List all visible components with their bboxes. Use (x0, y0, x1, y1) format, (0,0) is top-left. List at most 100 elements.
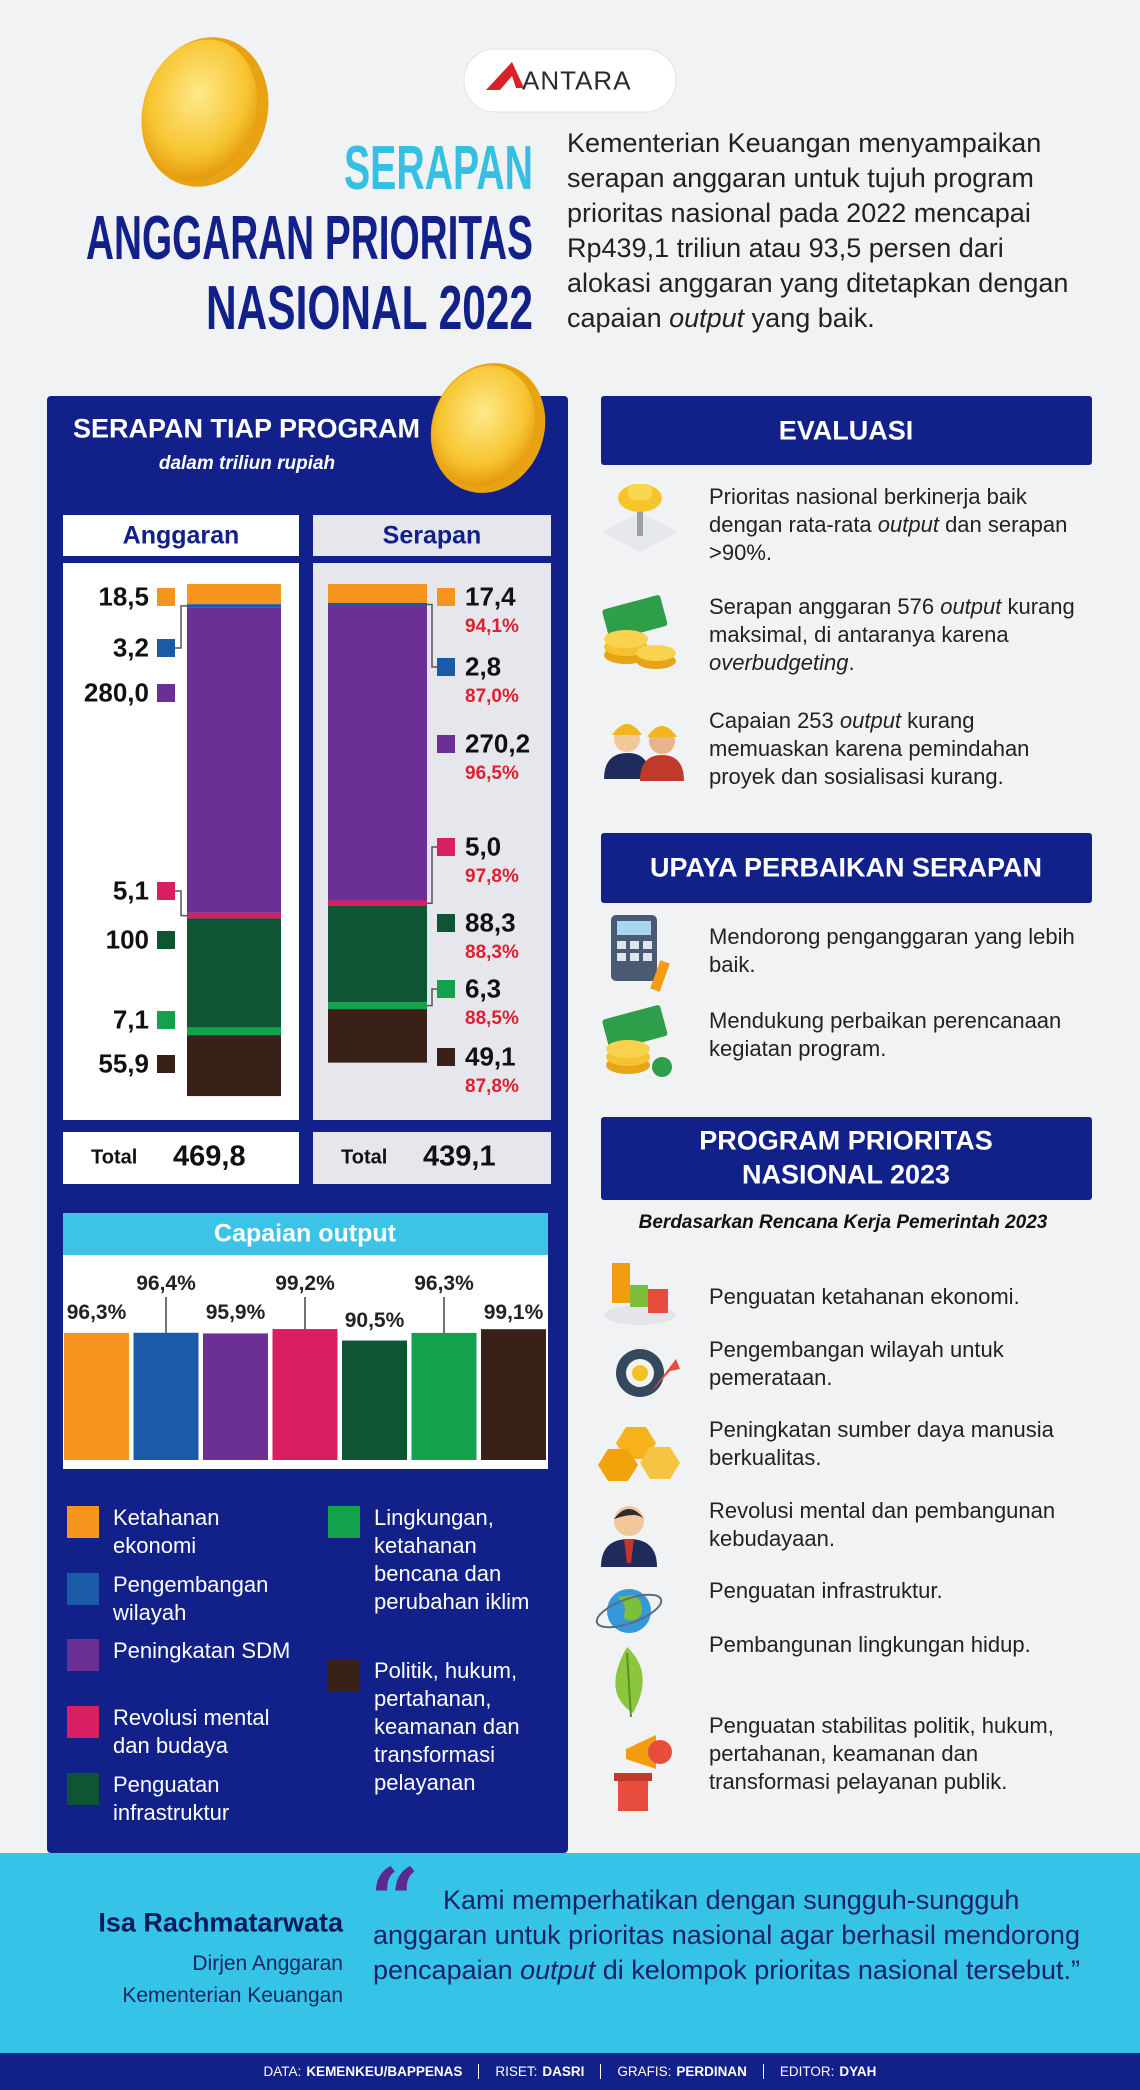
leaf-icon-part (626, 1652, 632, 1718)
legend-swatch (67, 1506, 99, 1538)
output-label: 99,2% (275, 1272, 335, 1295)
money-icon-part (602, 1005, 668, 1051)
output-bar (481, 1329, 546, 1460)
workers-icon-part (604, 753, 650, 779)
output-label: 96,3% (66, 1301, 127, 1324)
money-icon (602, 1005, 672, 1077)
column-header: Serapan (382, 521, 482, 550)
coin-decoration-part (431, 365, 535, 488)
value-label: 55,9 (98, 1048, 149, 1079)
globe-icon (595, 1589, 663, 1633)
legend-label: Revolusi mental dan budaya (113, 1705, 270, 1758)
legend-square (437, 980, 455, 998)
priorities-header-box (601, 1117, 1092, 1200)
money-icon-part (606, 1040, 650, 1058)
podium-icon-part (618, 1777, 648, 1811)
priority-item: Revolusi mental dan pembangunan kebudaya… (709, 1498, 1056, 1551)
legend-square (157, 1055, 175, 1073)
speaker-name: Isa Rachmatarwata (98, 1907, 343, 1938)
legend-square (157, 639, 175, 657)
legend-swatch (328, 1506, 360, 1538)
output-label: 96,4% (136, 1272, 196, 1295)
gear-icon-part (632, 1365, 648, 1381)
blocks-icon (604, 1263, 676, 1325)
output-bar (411, 1332, 477, 1460)
connector (427, 603, 437, 668)
hexagon-icon-part (640, 1447, 680, 1479)
leaf-icon (615, 1647, 643, 1718)
text-part: di kelompok prioritas nasional tersebut.… (595, 1955, 1080, 1985)
credit: GRAFIS: PERDINAN (617, 2064, 747, 2079)
speaker-role: Dirjen Anggaran (192, 1952, 343, 1975)
person-icon (601, 1506, 657, 1567)
separator (478, 2064, 480, 2079)
connector (175, 605, 187, 649)
section-title: NASIONAL 2023 (741, 1159, 951, 1190)
section-title: EVALUASI (778, 415, 914, 446)
podium-icon-part (614, 1773, 652, 1781)
italic-text: output (669, 303, 745, 333)
bar-segment (187, 607, 281, 913)
bar-segment (187, 918, 281, 1028)
person-icon-part (624, 1539, 634, 1563)
output-title: Capaian output (214, 1219, 396, 1248)
connector (175, 890, 187, 917)
priority-item: Penguatan stabilitas politik, hukum, per… (709, 1713, 1054, 1794)
connector (427, 988, 437, 1007)
evaluation-item: Prioritas nasional berkinerja baik denga… (709, 483, 1099, 567)
podium-icon-part (648, 1740, 672, 1764)
output-bar (203, 1333, 268, 1460)
output-label: 96,3% (414, 1272, 474, 1295)
credit-label: RISET: (495, 2064, 538, 2079)
evaluation-item: Capaian 253 output kurang memuaskan kare… (709, 707, 1099, 791)
value-label: 270,2 (465, 728, 531, 759)
realized-total-box (313, 1132, 551, 1184)
priority-item: Penguatan infrastruktur. (709, 1578, 943, 1603)
credit: DATA: KEMENKEU/BAPPENAS (264, 2064, 463, 2079)
hexagon-icon-part (598, 1449, 638, 1481)
text-part: Prioritas nasional berkinerja baik denga… (709, 484, 1027, 537)
calculator-icon-part (617, 941, 626, 949)
gear-icon-part (650, 1359, 680, 1393)
legend-label: Ketahanan ekonomi (113, 1505, 220, 1558)
value-label: 5,1 (112, 875, 149, 906)
legend-swatch (67, 1573, 99, 1605)
section-subtitle: Berdasarkan Rencana Kerja Pemerintah 202… (638, 1212, 1048, 1233)
podium-icon (614, 1735, 672, 1811)
bar-segment (328, 606, 427, 901)
credit: EDITOR: DYAH (780, 2064, 877, 2079)
value-label: 2,8 (465, 651, 502, 682)
legend-square (437, 735, 455, 753)
legend-square (437, 588, 455, 606)
output-label: 90,5% (344, 1309, 405, 1332)
total-label: Total (341, 1146, 388, 1169)
evaluation-item: Serapan anggaran 576 output kurang maksi… (709, 593, 1099, 677)
percent-label: 97,8% (465, 866, 519, 887)
gear-icon (616, 1349, 680, 1397)
improvement-item: Mendorong penganggaran yang lebih baik. (709, 924, 1075, 977)
logo-text: ANTARA (522, 65, 632, 96)
bar-segment (328, 905, 427, 1003)
blocks-icon-part (612, 1263, 630, 1303)
legend-square (157, 684, 175, 702)
text-part: dan serapan >90%. (709, 512, 1068, 565)
credit: RISET: DASRI (495, 2064, 584, 2079)
legend-label: Penguatan infrastruktur (113, 1772, 230, 1825)
legend-square (157, 588, 175, 606)
money-icon-part (602, 595, 668, 641)
value-label: 5,0 (465, 831, 502, 862)
value-label: 100 (105, 924, 149, 955)
quote-mark: “ (370, 1850, 420, 1951)
legend-label: Peningkatan SDM (113, 1638, 291, 1663)
bar-segment (328, 900, 427, 906)
evaluation-header-box (601, 396, 1092, 465)
title-line: SERAPAN (344, 134, 533, 203)
legend-square (157, 882, 175, 900)
calculator-icon-part (643, 941, 652, 949)
connector (427, 846, 437, 905)
pin-icon (602, 484, 678, 552)
value-label: 3,2 (112, 632, 149, 663)
budget-total-box (63, 1132, 299, 1184)
calculator-icon (611, 915, 670, 992)
